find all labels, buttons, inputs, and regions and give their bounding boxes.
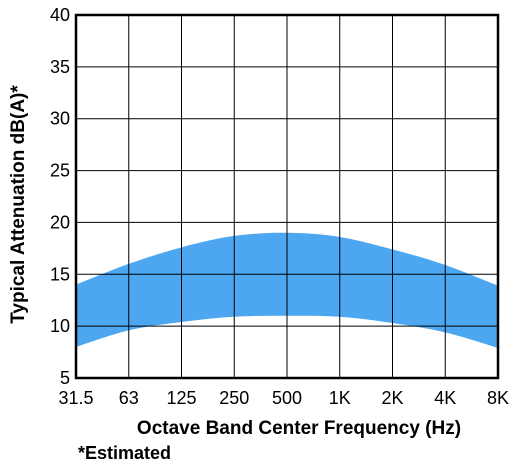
x-axis-title: Octave Band Center Frequency (Hz): [137, 418, 461, 439]
y-tick-label: 25: [50, 161, 70, 181]
y-tick-label: 20: [50, 212, 70, 232]
x-tick-label: 1K: [329, 388, 351, 408]
estimated-footnote: *Estimated: [78, 443, 171, 463]
x-tick-label: 2K: [381, 388, 403, 408]
x-tick-label: 31.5: [58, 388, 93, 408]
y-tick-label: 5: [60, 368, 70, 388]
x-tick-label: 500: [272, 388, 302, 408]
x-tick-label: 63: [119, 388, 139, 408]
y-tick-label: 30: [50, 109, 70, 129]
x-tick-label: 250: [219, 388, 249, 408]
x-tick-label: 8K: [487, 388, 509, 408]
plot-frame: [74, 13, 500, 380]
y-tick-label: 35: [50, 57, 70, 77]
x-tick-label: 4K: [434, 388, 456, 408]
x-tick-label: 125: [166, 388, 196, 408]
y-axis-title: Typical Attenuation dB(A)*: [8, 85, 29, 324]
y-tick-label: 40: [50, 5, 70, 25]
y-tick-label: 10: [50, 316, 70, 336]
y-tick-label: 15: [50, 264, 70, 284]
